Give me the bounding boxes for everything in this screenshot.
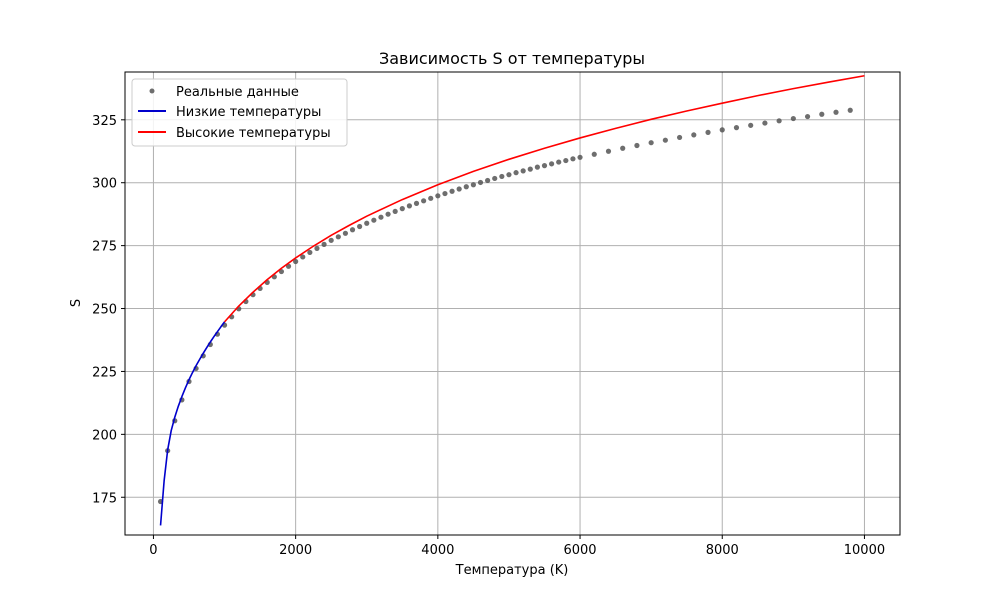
data-point [335,234,341,240]
data-point [392,208,398,215]
data-point [463,184,469,190]
y-tick-label: 275 [92,240,117,255]
legend-box [131,78,348,147]
data-point [435,193,441,199]
data-point [342,230,349,236]
data-point [357,223,363,230]
x-tick-label: 2000 [279,543,312,558]
data-point [620,145,626,151]
series-line-low-temp [159,321,226,526]
data-point [691,132,697,138]
data-point [662,137,668,143]
data-point [833,109,839,115]
data-point [293,258,299,265]
data-point [492,175,498,182]
series-layer [157,74,865,526]
data-point [733,125,740,131]
data-point [776,118,782,124]
x-tick-label: 10000 [844,543,885,558]
legend-label-low-temp: Низкие температуры [176,105,321,120]
series-line-high-temp [223,74,865,323]
x-tick-label: 0 [149,543,157,558]
data-point [399,206,405,212]
data-point [449,188,455,194]
data-point [378,214,384,220]
legend-label-real-data: Реальные данные [176,85,299,100]
data-point [321,241,327,247]
y-axis-label: S [69,299,84,307]
y-tick-label: 225 [92,365,117,380]
data-point [477,179,484,186]
legend: Реальные данные Низкие температуры Высок… [131,78,348,147]
data-point [648,140,654,146]
data-point [328,237,334,243]
data-point [790,115,796,122]
data-point [577,154,583,160]
plot-area [125,72,900,535]
data-point [349,227,356,233]
y-tick-label: 250 [92,303,117,318]
data-point [307,249,313,256]
y-tick-label: 300 [92,177,117,192]
data-point [549,161,555,167]
data-point [364,220,370,226]
data-point [314,245,320,251]
data-point [819,111,825,117]
data-point [442,190,448,197]
data-point [570,156,576,162]
data-point [413,200,420,206]
x-tick-label: 6000 [563,543,596,558]
data-point [470,182,476,188]
data-point [456,186,462,192]
data-point [421,198,427,204]
x-tick-label: 4000 [421,543,454,558]
data-point [428,195,434,201]
chart-title: Зависимость S от температуры [379,49,645,68]
data-point [676,134,683,141]
legend-marker-real-data [149,88,155,94]
data-point [406,203,413,209]
data-point [847,107,853,113]
data-point [591,151,597,157]
data-point [485,177,491,184]
x-tick-label: 8000 [706,543,739,558]
legend-label-high-temp: Высокие температуры [176,126,331,141]
data-point [719,127,725,133]
data-point [705,129,711,135]
data-point [385,211,391,217]
data-point [371,217,377,223]
data-point [605,148,612,154]
data-point [499,173,505,180]
y-tick-label: 175 [92,491,117,506]
x-axis-label: Температура (K) [455,563,569,578]
data-point [563,157,569,164]
data-point [534,164,540,170]
ticks-layer: 0 2000 4000 6000 8000 10000 175 200 225 250 275 300… [92,114,885,558]
data-point [541,163,548,169]
data-point [506,172,512,178]
data-point [634,142,640,149]
y-tick-label: 200 [92,428,117,443]
data-point [556,159,562,165]
data-point [300,254,306,260]
data-point [748,122,754,128]
data-point [513,170,519,176]
data-point [520,168,526,174]
data-point [804,113,811,120]
plot-frame [124,71,901,536]
y-tick-label: 325 [92,114,117,129]
data-point [762,120,768,126]
data-point [527,166,533,172]
